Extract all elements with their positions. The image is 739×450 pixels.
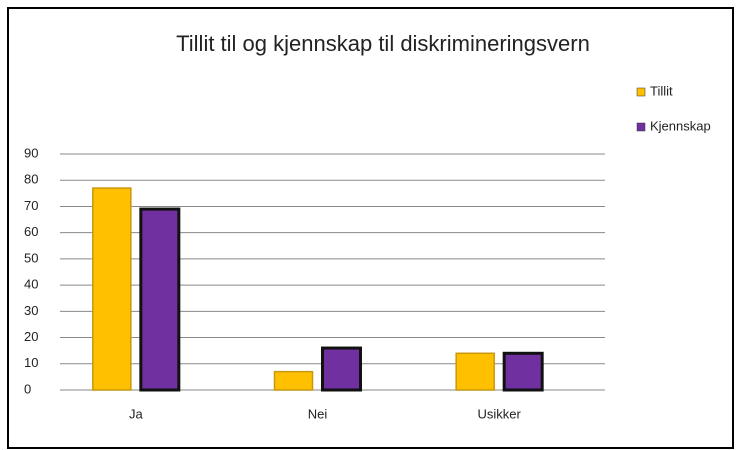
bar [321, 346, 362, 392]
y-tick-label: 70 [24, 198, 38, 213]
y-tick-label: 20 [24, 329, 38, 344]
bar [273, 370, 314, 391]
x-tick-label: Nei [308, 406, 328, 421]
legend-label: Kjennskap [650, 118, 711, 133]
legend-label: Tillit [650, 83, 673, 98]
legend-swatch [636, 87, 646, 97]
y-tick-label: 30 [24, 303, 38, 318]
y-tick-label: 0 [24, 381, 31, 396]
chart-title: Tillit til og kjennskap til diskrimineri… [176, 31, 590, 56]
bar [92, 187, 132, 391]
bar [455, 352, 495, 391]
x-tick-label: Usikker [477, 406, 521, 421]
y-tick-label: 50 [24, 250, 38, 265]
y-tick-label: 10 [24, 355, 38, 370]
y-tick-label: 90 [24, 145, 38, 160]
bar [502, 351, 544, 392]
bar [139, 207, 181, 392]
y-tick-label: 40 [24, 277, 38, 292]
y-tick-label: 80 [24, 172, 38, 187]
legend-swatch [636, 122, 646, 132]
x-tick-label: Ja [129, 406, 144, 421]
y-tick-label: 60 [24, 224, 38, 239]
